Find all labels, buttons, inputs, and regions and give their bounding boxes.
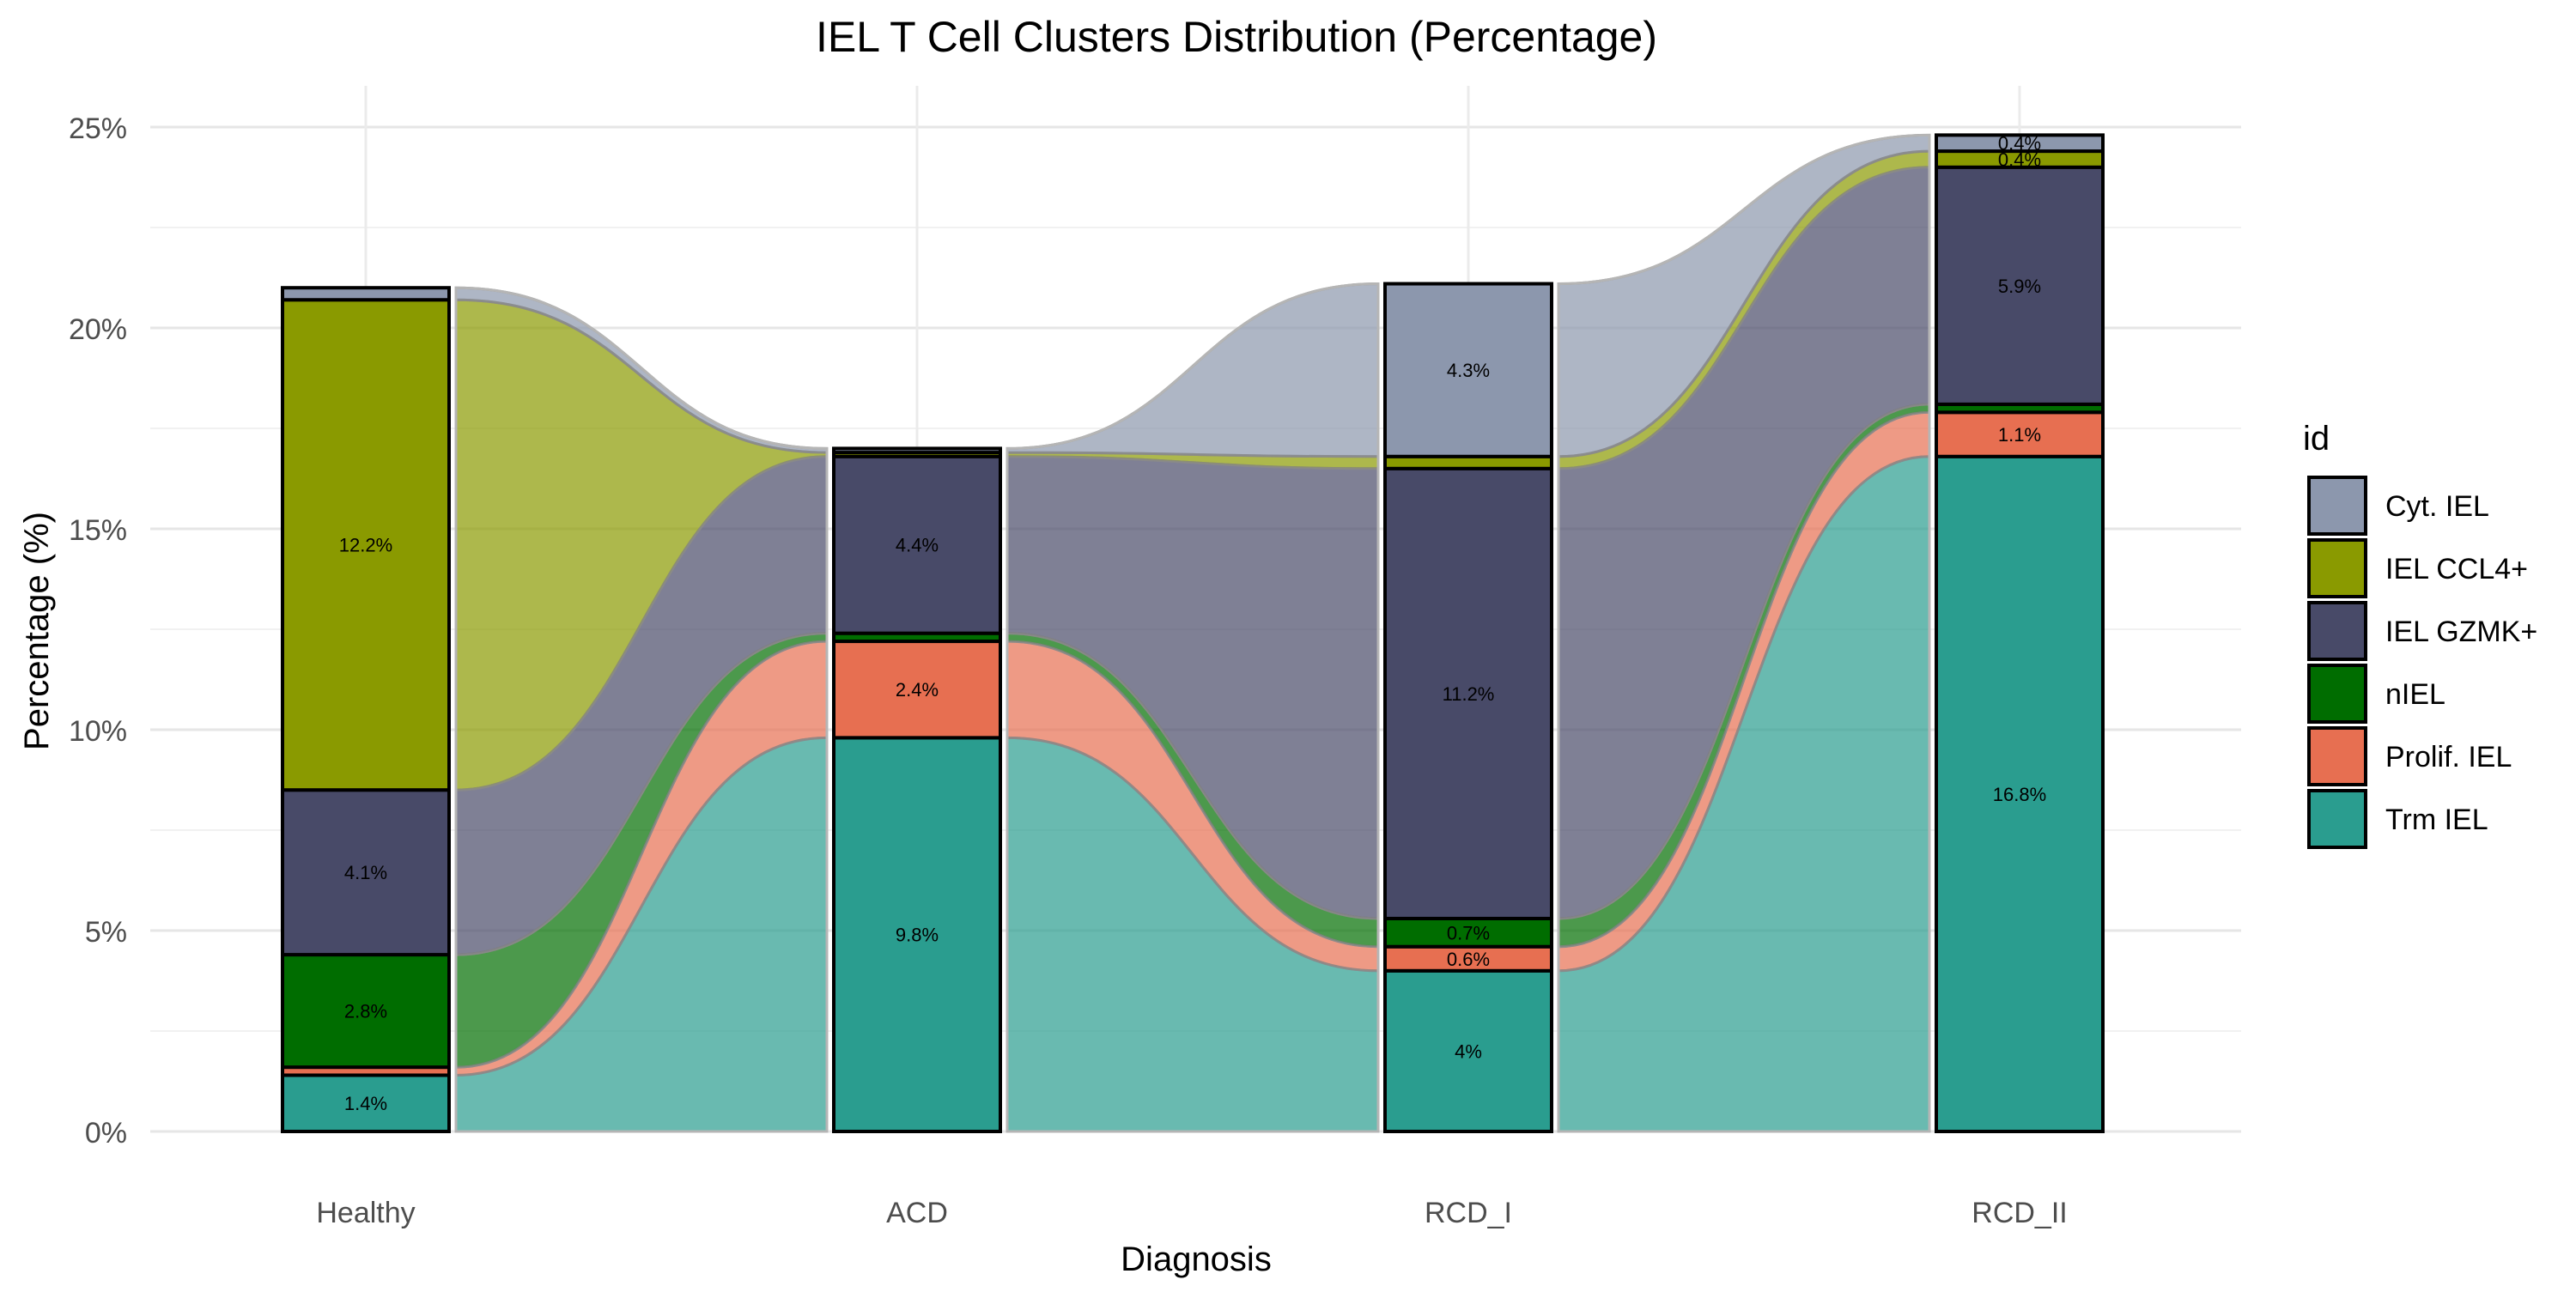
data-label: 2.4%: [896, 679, 939, 701]
bar-cyt-iel-rcd_i: [1383, 282, 1553, 458]
data-label: 5.9%: [1998, 276, 2041, 297]
bar-iel-ccl4--healthy: [281, 298, 451, 792]
data-label: 4.4%: [896, 535, 939, 556]
data-label: 0.4%: [1998, 133, 2041, 155]
bar-iel-ccl4--rcd_i: [1383, 454, 1553, 470]
legend-label: IEL CCL4+: [2385, 553, 2528, 585]
chart-title: IEL T Cell Clusters Distribution (Percen…: [816, 13, 1657, 61]
legend-title: id: [2303, 420, 2330, 458]
y-axis-title: Percentage (%): [18, 512, 56, 750]
y-tick-label: 10%: [69, 715, 127, 748]
stacked-bars: [281, 133, 2105, 1134]
data-label: 9.8%: [896, 925, 939, 946]
bar-iel-gzmk--rcd_i: [1383, 466, 1553, 920]
legend-swatch: [2307, 538, 2367, 598]
data-label: 2.8%: [344, 1001, 387, 1022]
data-label: 4.3%: [1447, 360, 1490, 381]
bar-prolif-iel-rcd_i: [1383, 944, 1553, 973]
x-tick-label: Healthy: [316, 1197, 415, 1229]
data-label: 0.7%: [1447, 922, 1490, 943]
x-tick-label: ACD: [886, 1197, 948, 1229]
data-label: 12.2%: [339, 535, 392, 556]
bar-niel-healthy: [281, 953, 451, 1070]
x-tick-label: RCD_II: [1971, 1197, 2067, 1229]
bar-iel-gzmk--acd: [832, 454, 1002, 635]
y-tick-label: 0%: [85, 1117, 127, 1149]
legend-swatch: [2307, 476, 2367, 536]
data-label: 4.1%: [344, 862, 387, 883]
bar-trm-iel-rcd_i: [1383, 968, 1553, 1134]
data-label: 0.4%: [1998, 149, 2041, 170]
y-tick-label: 25%: [69, 112, 127, 145]
data-label: 0.6%: [1447, 949, 1490, 970]
data-label: 16.8%: [1993, 784, 2046, 805]
alluvial-flows: [454, 133, 1931, 1133]
legend-label: Cyt. IEL: [2385, 490, 2489, 523]
segment-labels: 1.4% 9.8% 4% 16.8% 2.4% 0.6% 1.1% 2.8% 0.7% 4.1% 4…: [339, 133, 2046, 1115]
x-axis-title: Diagnosis: [1121, 1240, 1272, 1278]
bar-cyt-iel-rcd_ii: [1935, 133, 2105, 154]
legend-label: Prolif. IEL: [2385, 741, 2512, 773]
legend-swatch: [2307, 664, 2367, 724]
data-label: 1.4%: [344, 1093, 387, 1114]
bar-trm-iel-rcd_ii: [1935, 454, 2105, 1133]
flow-outline-rcd_i: [1557, 133, 1931, 1133]
legend-swatch: [2307, 789, 2367, 849]
bar-prolif-iel-rcd_ii: [1935, 410, 2105, 458]
x-tick-label: RCD_I: [1425, 1197, 1512, 1229]
bar-prolif-iel-acd: [832, 640, 1002, 740]
flow-outline-acd: [1005, 282, 1380, 1133]
legend-label: IEL GZMK+: [2385, 616, 2537, 648]
y-tick-label: 20%: [69, 313, 127, 346]
bar-cyt-iel-healthy: [281, 286, 451, 302]
flow-outline-healthy: [454, 286, 829, 1133]
legend-label: nIEL: [2385, 678, 2445, 711]
data-label: 4%: [1455, 1040, 1482, 1062]
data-label: 1.1%: [1998, 424, 2041, 446]
bar-iel-gzmk--rcd_ii: [1935, 165, 2105, 406]
bar-trm-iel-acd: [832, 736, 1002, 1133]
legend-label: Trm IEL: [2385, 804, 2488, 836]
axes: 0% 5% 10% 15% 20% 25% Healthy ACD RCD_I RCD_II: [69, 112, 2068, 1229]
legend-swatch: [2307, 726, 2367, 786]
bar-cyt-iel-acd: [832, 446, 1002, 455]
y-tick-label: 15%: [69, 514, 127, 547]
legend: id Cyt. IEL IEL CCL4+ IEL GZMK+ nIEL Prolif.…: [2303, 420, 2537, 849]
data-label: 11.2%: [1443, 683, 1495, 705]
y-tick-label: 5%: [85, 916, 127, 949]
legend-swatch: [2307, 601, 2367, 661]
